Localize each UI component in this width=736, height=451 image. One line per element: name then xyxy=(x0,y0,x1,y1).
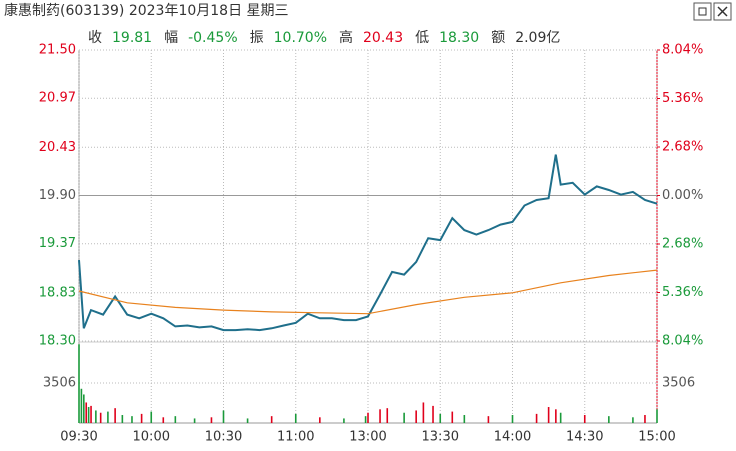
volume-bar xyxy=(78,344,80,423)
volume-bar xyxy=(140,413,143,423)
volume-bar xyxy=(367,412,369,423)
x-tick-label: 10:00 xyxy=(133,430,170,445)
volume-bar xyxy=(422,402,425,423)
chart-title: 康惠制药(603139) 2023年10月18日 星期三 xyxy=(4,2,289,19)
y2-tick-label: 8.04% xyxy=(662,334,703,349)
x-tick-label: 14:00 xyxy=(494,430,531,445)
y2-tick-label: 3506 xyxy=(662,376,695,391)
volume-bar xyxy=(107,411,109,423)
maximize-button[interactable] xyxy=(693,2,712,21)
stats-row: 收 19.81 幅 -0.45% 振 10.70% 高 20.43 低 18.30 额 2.09亿 xyxy=(88,29,560,46)
stat-label: 收 xyxy=(88,30,102,46)
volume-bar xyxy=(246,418,249,423)
x-tick-label: 09:30 xyxy=(60,430,97,445)
y-tick-label: 18.83 xyxy=(39,285,76,300)
volume-bar xyxy=(174,416,177,423)
volume-bar xyxy=(193,418,196,423)
volume-bar xyxy=(222,410,225,423)
plot: 09:30 10:00 10:30 11:00 13:00 13:30 14:00 14:30… xyxy=(39,43,704,445)
volume-bar xyxy=(463,415,466,423)
x-tick-label: 11:00 xyxy=(277,430,314,445)
stat-value: 18.30 xyxy=(439,30,479,46)
volume-bar xyxy=(451,411,454,423)
volume-bar xyxy=(632,417,634,423)
volume-bar xyxy=(511,415,514,423)
volume-bar xyxy=(95,410,97,423)
volume-bar xyxy=(270,416,273,423)
y2-tick-label: 5.36% xyxy=(662,91,703,106)
volume-bar xyxy=(432,405,434,423)
y-tick-label: 3506 xyxy=(43,376,76,391)
volume-bar xyxy=(90,405,92,423)
stat-label: 高 xyxy=(339,29,353,46)
volume-bar xyxy=(150,411,153,423)
x-tick-label: 13:30 xyxy=(422,430,459,445)
volume-bar xyxy=(583,415,586,423)
y2-tick-label: 8.04% xyxy=(662,43,703,58)
volume-bar xyxy=(487,416,490,423)
stat-value: -0.45% xyxy=(188,30,238,46)
maximize-icon xyxy=(698,7,707,16)
y-tick-label: 18.30 xyxy=(39,334,76,349)
x-tick-label: 14:30 xyxy=(566,430,603,445)
y-tick-label: 21.50 xyxy=(39,43,76,58)
volume-bar xyxy=(99,412,102,423)
volume-bar xyxy=(547,407,550,423)
stat-label: 额 xyxy=(491,30,505,46)
y2-tick-label: 2.68% xyxy=(662,237,703,252)
stat-label: 振 xyxy=(250,30,264,46)
volume-bar xyxy=(439,413,442,423)
volume-bar xyxy=(555,409,557,423)
volume-bar xyxy=(85,402,88,423)
window-button[interactable] xyxy=(713,2,732,21)
volume-bar xyxy=(131,416,133,423)
volume-bar xyxy=(535,413,538,423)
volume-bar xyxy=(294,413,297,423)
volume-bar xyxy=(87,407,90,423)
y-tick-label: 20.97 xyxy=(39,91,76,106)
close-icon xyxy=(717,6,728,17)
volume-bar xyxy=(121,415,124,423)
y-tick-label: 19.37 xyxy=(39,236,76,251)
volume-bar xyxy=(80,388,83,423)
window-button[interactable] xyxy=(693,2,712,21)
stat-label: 幅 xyxy=(164,30,178,46)
price-line xyxy=(78,269,658,315)
volume-bar xyxy=(343,418,345,423)
volume-bar xyxy=(608,416,610,423)
volume-bar xyxy=(364,416,367,423)
volume-bar xyxy=(319,417,321,423)
volume-bar xyxy=(386,408,389,423)
x-tick-label: 13:00 xyxy=(349,430,386,445)
volume-bar xyxy=(559,412,562,423)
volume-bar xyxy=(415,410,417,423)
y2-tick-label: 5.36% xyxy=(662,285,703,300)
x-tick-label: 15:00 xyxy=(638,430,675,445)
x-tick-label: 10:30 xyxy=(205,430,242,445)
volume-bar xyxy=(403,412,405,423)
volume-bar xyxy=(656,409,658,423)
price-line xyxy=(78,154,658,332)
y2-tick-label: 2.68% xyxy=(662,140,703,155)
y-tick-label: 20.43 xyxy=(39,140,76,155)
y2-tick-label: 0.00% xyxy=(662,188,703,203)
volume-bar xyxy=(210,417,213,423)
volume-bar xyxy=(379,409,381,423)
volume-bar xyxy=(83,394,85,423)
stat-label: 低 xyxy=(415,30,429,46)
stat-value: 20.43 xyxy=(363,30,403,46)
volume-bar xyxy=(162,417,165,423)
stat-value: 19.81 xyxy=(112,30,152,46)
y-tick-label: 19.90 xyxy=(39,188,76,203)
volume-bar xyxy=(644,415,646,423)
volume-bar xyxy=(114,408,116,423)
stat-value: 10.70% xyxy=(274,30,327,46)
stat-value: 2.09亿 xyxy=(515,30,560,46)
